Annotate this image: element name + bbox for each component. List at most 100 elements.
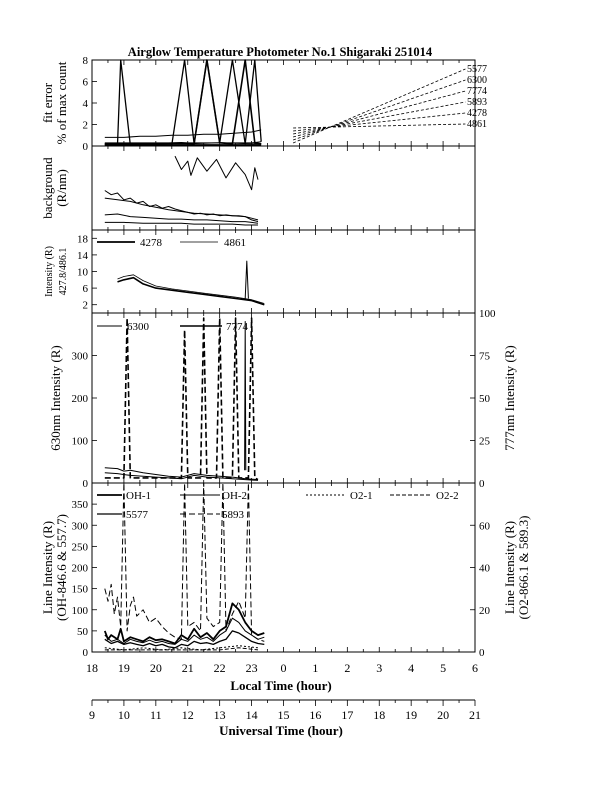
intensity_red-series-6300-spike — [244, 321, 247, 471]
fit-error-leader-7774 — [292, 90, 466, 138]
local-time-tick-label: 0 — [281, 661, 287, 675]
intensity_red-ytick-right-label: 100 — [479, 308, 496, 320]
background-series-curve-c — [104, 213, 259, 224]
intensity_red-series-6300 — [104, 467, 259, 481]
intensity_red-ytick-right-label: 50 — [479, 393, 491, 405]
fit_error-ytick-label: 6 — [83, 77, 89, 89]
intensity_blue-series-4861 — [117, 274, 265, 304]
line_intensity-series-5577 — [104, 630, 265, 649]
legend-label-7774: 7774 — [226, 321, 249, 333]
universal-time-tick-label: 10 — [118, 708, 130, 722]
intensity_red-series-7774 — [104, 317, 259, 481]
line_intensity-series-O2-1 — [104, 645, 259, 651]
fit-error-legend-4861: 4861 — [467, 119, 487, 130]
background-ylabel: background — [40, 157, 55, 219]
intensity_red-ytick-label: 100 — [72, 436, 89, 448]
panels: 0 2 4 6 8 fit error% of max count background (R… — [40, 55, 531, 659]
panel-intensity_red: 0 100 200 300 0 25 50 75 100 630nm Intensity (R) 7… — [48, 308, 517, 490]
local-time-tick-label: 21 — [182, 661, 194, 675]
line_intensity-ylabel: Line Intensity (R) — [40, 521, 55, 614]
universal-time-tick-label: 16 — [309, 708, 321, 722]
universal-time-tick-label: 21 — [469, 708, 481, 722]
intensity_red-ytick-label: 300 — [72, 351, 89, 363]
intensity_blue-ytick-label: 2 — [83, 300, 89, 312]
panel-line_intensity: 0 50 100 150 200 250 300 350 0 20 40 60 Line Intensi… — [40, 482, 531, 659]
line_intensity-ytick-label: 250 — [72, 541, 89, 553]
time-axes: Local Time (hour) Universal Time (hour) … — [86, 661, 481, 738]
background-series-curve-d — [104, 221, 258, 226]
line_intensity-ylabel-right: (O2-866.1 & 589.3) — [516, 516, 531, 620]
universal-time-axis-label: Universal Time (hour) — [219, 723, 343, 738]
intensity_blue-ylabel: Intensity (R) — [44, 246, 55, 297]
line_intensity-ytick-label: 100 — [72, 605, 89, 617]
universal-time-tick-label: 13 — [214, 708, 226, 722]
legend-label-O2-1: O2-1 — [350, 490, 373, 502]
line_intensity-ytick-right-label: 0 — [479, 647, 485, 659]
intensity_blue-ytick-label: 10 — [77, 267, 89, 279]
intensity_red-ylabel-right: 777nm Intensity (R) — [502, 345, 517, 450]
line_intensity-ylabel: (OH-846.6 & 557.7) — [54, 514, 69, 621]
intensity_blue-series-4278 — [117, 276, 265, 306]
local-time-axis-label: Local Time (hour) — [230, 678, 331, 693]
legend-label-OH-1: OH-1 — [126, 490, 151, 502]
line_intensity-ytick-right-label: 20 — [479, 605, 491, 617]
fit_error-ytick-label: 0 — [83, 141, 89, 153]
universal-time-tick-label: 9 — [89, 708, 95, 722]
intensity_red-ytick-label: 200 — [72, 393, 89, 405]
universal-time-tick-label: 18 — [373, 708, 385, 722]
fit-error-legend-5893: 5893 — [467, 97, 487, 108]
intensity_blue-series-spike — [244, 260, 249, 299]
universal-time-tick-label: 14 — [246, 708, 258, 722]
intensity_red-ytick-right-label: 0 — [479, 478, 485, 490]
fit-error-legend-6300: 6300 — [467, 75, 487, 86]
intensity_blue-ylabel: 427.8/486.1 — [58, 248, 69, 296]
line_intensity-series-OH-2 — [104, 617, 265, 645]
line_intensity-series-5893 — [104, 482, 265, 642]
intensity_red-ytick-label: 0 — [83, 478, 89, 490]
fit_error-ylabel: fit error — [40, 82, 55, 123]
background-series-curve-b — [104, 197, 259, 221]
fit_error-ytick-label: 2 — [83, 120, 89, 132]
line_intensity-ytick-label: 300 — [72, 520, 89, 532]
legend-label-5577: 5577 — [126, 509, 149, 521]
fit_error-ytick-label: 4 — [83, 98, 89, 110]
line_intensity-frame — [91, 482, 476, 653]
intensity_blue-ytick-label: 18 — [77, 233, 89, 245]
fit-error-legend-5577: 5577 — [467, 64, 487, 75]
fit-error-leader-5577 — [292, 68, 466, 144]
line_intensity-ytick-right-label: 60 — [479, 520, 491, 532]
line_intensity-ytick-right-label: 40 — [479, 563, 491, 575]
legend-label-6300: 6300 — [127, 321, 150, 333]
legend-label-OH-2: OH-2 — [222, 490, 247, 502]
universal-time-tick-label: 12 — [182, 708, 194, 722]
fit_error-series-6300 — [104, 129, 262, 138]
legend-label-5893: 5893 — [222, 509, 245, 521]
fit_error-series-5893 — [104, 142, 262, 145]
universal-time-tick-label: 15 — [278, 708, 290, 722]
local-time-tick-label: 4 — [408, 661, 414, 675]
intensity_red-ytick-right-label: 25 — [479, 436, 491, 448]
fit_error-ytick-label: 8 — [83, 55, 89, 67]
fit-error-leader-4861 — [293, 123, 466, 129]
line_intensity-ylabel-right: Line Intensity (R) — [502, 521, 517, 614]
background-series-curve-spike — [174, 155, 259, 191]
fit-error-legend-4278: 4278 — [467, 108, 487, 119]
fit_error-ylabel: % of max count — [54, 61, 69, 144]
local-time-tick-label: 5 — [440, 661, 446, 675]
local-time-tick-label: 19 — [118, 661, 130, 675]
local-time-tick-label: 18 — [86, 661, 98, 675]
legend-label-4278: 4278 — [140, 237, 163, 249]
line_intensity-ytick-label: 50 — [77, 626, 89, 638]
intensity_red-ylabel: 630nm Intensity (R) — [48, 345, 63, 450]
universal-time-tick-label: 20 — [437, 708, 449, 722]
panel-fit_error: 0 2 4 6 8 fit error% of max count — [40, 55, 476, 153]
background-ylabel: (R/nm) — [54, 169, 69, 207]
line_intensity-series-OH-1 — [103, 602, 265, 645]
fit_error-series-5577 — [104, 59, 262, 146]
local-time-tick-label: 22 — [214, 661, 226, 675]
universal-time-tick-label: 17 — [341, 708, 353, 722]
line_intensity-ytick-label: 0 — [83, 647, 89, 659]
local-time-tick-label: 20 — [150, 661, 162, 675]
